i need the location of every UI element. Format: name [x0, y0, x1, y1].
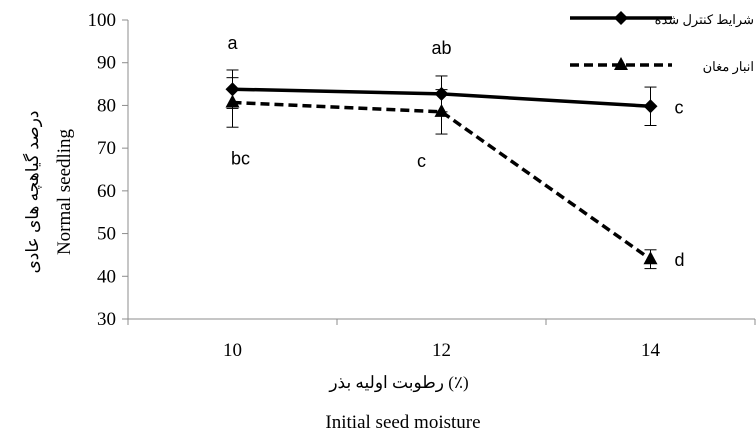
legend-label-0: شرایط کنترل شده	[655, 12, 754, 28]
x-tick-label-10: 10	[223, 340, 242, 361]
x-tick-label-12: 12	[432, 340, 451, 361]
series-point-1-0	[225, 94, 240, 108]
y-tick-label-70: 70	[97, 138, 116, 159]
legend-marker-0	[614, 11, 628, 25]
y-axis-label-fa: درصد گیاهچه های عادی	[22, 111, 43, 274]
letter-1-1: c	[417, 151, 426, 171]
y-axis-label-en: Normal seedling	[54, 128, 75, 255]
x-axis-label-fa: رطوبت اولیه بذر (٪)	[328, 373, 468, 393]
letter-0-2: c	[675, 97, 684, 117]
axes: 30 40 50 60 70 80 90 100 10 12 14	[88, 10, 756, 361]
legend-label-1: انبار مغان	[703, 59, 754, 75]
x-axis-label-en: Initial seed moisture	[325, 412, 480, 433]
y-tick-label-40: 40	[97, 266, 116, 287]
y-tick-label-30: 30	[97, 309, 116, 330]
letter-0-1: ab	[431, 38, 451, 58]
legend-marker-1	[614, 57, 628, 70]
significance-letters: a ab c bc c d	[227, 33, 684, 270]
letter-0-0: a	[227, 33, 238, 53]
series-point-1-1	[434, 103, 449, 117]
y-tick-label-50: 50	[97, 224, 116, 245]
series-point-1-2	[643, 251, 658, 265]
x-tick-label-14: 14	[641, 340, 661, 361]
y-tick-label-100: 100	[88, 10, 117, 31]
series-point-0-2	[643, 99, 658, 114]
y-tick-label-80: 80	[97, 95, 116, 116]
series-line-1	[232, 100, 652, 261]
legend: شرایط کنترل شده انبار مغان	[570, 11, 754, 75]
letter-1-2: d	[675, 250, 685, 270]
series-layer	[225, 69, 658, 270]
letter-1-0: bc	[231, 148, 250, 168]
y-tick-label-60: 60	[97, 181, 116, 202]
y-tick-label-90: 90	[97, 53, 116, 74]
